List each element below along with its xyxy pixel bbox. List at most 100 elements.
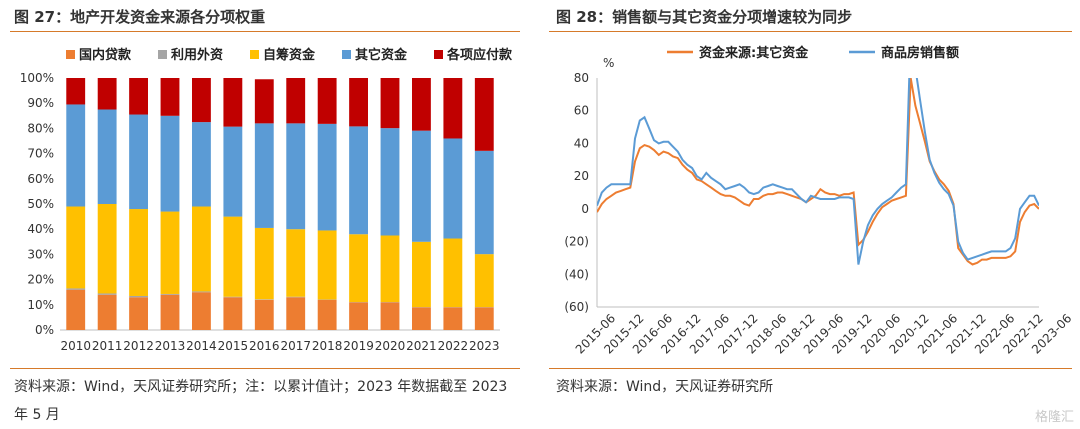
legend-item: 国内贷款 — [66, 47, 132, 63]
legend-item: 利用外资 — [158, 47, 223, 63]
legend-label: 商品房销售额 — [881, 45, 959, 61]
bar-segment — [412, 78, 431, 131]
legend-item: 各项应付款 — [434, 47, 513, 63]
x-tick-label: 2011 — [92, 339, 123, 353]
bar-segment — [349, 126, 368, 235]
bar-segment — [129, 297, 148, 330]
y-tick-label: 60% — [27, 172, 54, 186]
bar-segment — [66, 78, 86, 105]
bar-segment — [254, 299, 274, 330]
x-tick-label: 2013 — [155, 339, 186, 353]
y-tick-label: 30% — [27, 247, 54, 261]
left-figure-title: 图 27：地产开发资金来源各分项权重 — [14, 8, 266, 26]
y-tick-label: (60) — [564, 300, 589, 314]
right-figure-title: 图 28：销售额与其它资金分项增速较为同步 — [556, 8, 853, 26]
y-tick-label: 90% — [27, 96, 54, 110]
right-bottom-rule — [549, 368, 1072, 369]
bar-segment — [443, 138, 463, 239]
bar-segment — [129, 295, 148, 298]
bar-segment — [160, 294, 180, 330]
legend-swatch — [434, 50, 443, 59]
bar-segment — [349, 302, 368, 330]
bar-segment — [66, 288, 86, 290]
bar-segment — [474, 307, 494, 330]
right-source-note: 资料来源：Wind，天风证券研究所 — [556, 379, 774, 395]
bar-segment — [97, 294, 117, 330]
x-tick-label: 2022 — [438, 339, 469, 353]
legend-item: 自筹资金 — [250, 47, 316, 63]
legend-item: 其它资金 — [342, 47, 408, 63]
legend-label: 自筹资金 — [263, 47, 316, 63]
bar-segment — [192, 206, 211, 292]
bar-segment — [380, 235, 400, 303]
bar-segment — [254, 299, 274, 300]
legend-label: 利用外资 — [171, 47, 223, 63]
bar-segment — [349, 78, 368, 127]
bar-segment — [66, 206, 86, 289]
y-tick-label: 80% — [27, 121, 54, 135]
y-tick-label: 10% — [27, 298, 54, 312]
legend-label: 其它资金 — [355, 47, 408, 63]
x-tick-label: 2017 — [280, 339, 311, 353]
bar-segment — [286, 296, 306, 298]
bar-segment — [192, 291, 211, 293]
y-tick-label: 0% — [35, 323, 54, 337]
left-source-note-cont: 年 5 月 — [14, 407, 60, 423]
bar-segment — [317, 123, 337, 231]
y-tick-label: 40 — [574, 136, 589, 150]
x-tick-label: 2010 — [60, 339, 91, 353]
right-title-rule — [549, 31, 1072, 32]
bar-segment — [97, 204, 117, 294]
x-tick-label: 2014 — [186, 339, 217, 353]
bar-segment — [317, 230, 337, 300]
y-tick-label: (20) — [564, 235, 589, 249]
y-tick-label: 60 — [574, 104, 589, 118]
bar-segment — [412, 241, 431, 308]
y-tick-label: (40) — [564, 267, 589, 281]
series-line — [597, 78, 1039, 266]
bar-segment — [412, 130, 431, 242]
legend-item: 资金来源:其它资金 — [667, 45, 809, 61]
bar-segment — [380, 78, 400, 129]
y-tick-label: 70% — [27, 147, 54, 161]
bar-segment — [254, 227, 274, 300]
bar-segment — [317, 78, 337, 124]
bar-segment — [66, 104, 86, 207]
bar-segment — [286, 123, 306, 230]
bar-segment — [192, 78, 211, 123]
line-chart: 资金来源:其它资金 商品房销售额%806040200(20)(40)(60)201… — [564, 45, 1072, 357]
legend-swatch — [66, 50, 75, 59]
legend-label: 各项应付款 — [446, 47, 513, 63]
bar-segment — [223, 296, 243, 298]
x-tick-label: 2021 — [406, 339, 437, 353]
bar-segment — [443, 238, 463, 308]
y-tick-label: 80 — [574, 71, 589, 85]
x-tick-label: 2023 — [469, 339, 500, 353]
series-line — [597, 78, 1039, 265]
bar-segment — [97, 109, 117, 204]
y-tick-label: 50% — [27, 197, 54, 211]
bar-segment — [474, 78, 494, 151]
bar-segment — [97, 293, 117, 295]
y-tick-label: 100% — [20, 71, 54, 85]
bar-segment — [380, 128, 400, 236]
y-tick-label: 0 — [581, 202, 589, 216]
bar-segment — [349, 234, 368, 303]
x-tick-label: 2016 — [249, 339, 280, 353]
bar-segment — [97, 78, 117, 110]
bar-segment — [160, 115, 180, 212]
left-bottom-rule — [10, 368, 520, 369]
bar-segment — [286, 78, 306, 124]
stacked-bar-chart: 国内贷款 利用外资 自筹资金 其它资金 各项应付款 0% 10% 20% 30% 40% 50% 60… — [20, 47, 513, 353]
x-tick-label: 2020 — [375, 339, 406, 353]
x-tick-label: 2015 — [218, 339, 249, 353]
bar-segment — [192, 122, 211, 207]
bar-segment — [223, 216, 243, 297]
y-tick-label: 40% — [27, 222, 54, 236]
bar-segment — [412, 307, 431, 330]
legend-label: 国内贷款 — [79, 47, 132, 63]
legend-swatch — [250, 50, 259, 59]
legend-label: 资金来源:其它资金 — [699, 45, 809, 61]
bar-segment — [223, 126, 243, 217]
left-title-rule — [10, 31, 520, 32]
